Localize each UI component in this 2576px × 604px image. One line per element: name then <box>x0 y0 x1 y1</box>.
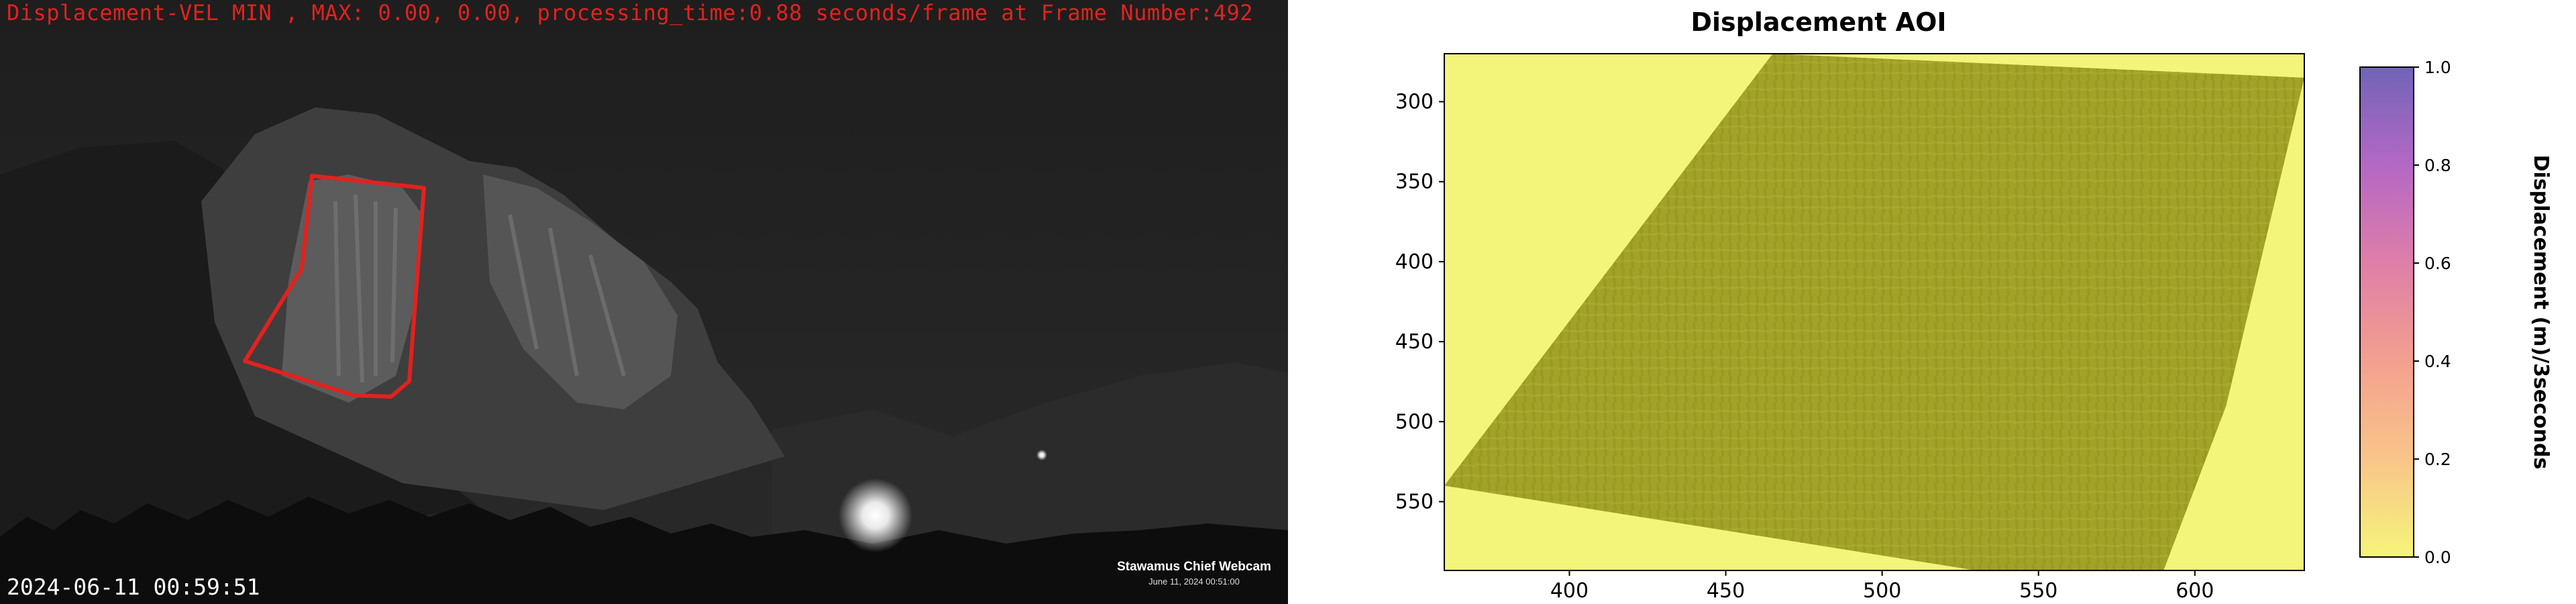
x-axis: 400 450 500 550 600 <box>1550 570 2214 603</box>
x-tick-label: 400 <box>1550 579 1589 603</box>
displacement-chart: Displacement AOI 400 450 500 550 600 300 350 4… <box>1288 0 2576 604</box>
webcam-frame: Displacement-VEL MIN , MAX: 0.00, 0.00, … <box>0 0 1288 604</box>
cliff-face-west <box>282 174 423 403</box>
colorbar-tick-label: 0.6 <box>2424 254 2451 273</box>
y-tick-label: 350 <box>1395 170 1434 194</box>
plot-area <box>1444 53 2305 571</box>
x-tick-label: 600 <box>2176 579 2214 603</box>
webcam-watermark: Stawamus Chief Webcam June 11, 2024 00:5… <box>1107 560 1281 587</box>
colorbar: 0.0 0.2 0.4 0.6 0.8 1.0 Displacement (m)/3sec… <box>2359 58 2553 567</box>
y-tick-label: 550 <box>1395 490 1434 513</box>
timestamp: 2024-06-11 00:59:51 <box>7 574 260 600</box>
roi-polygon <box>243 174 426 399</box>
processing-overlay-text: Displacement-VEL MIN , MAX: 0.00, 0.00, … <box>7 0 1253 26</box>
plot-frame <box>1444 53 2305 571</box>
x-tick-label: 550 <box>2019 579 2057 603</box>
colorbar-ticks: 0.0 0.2 0.4 0.6 0.8 1.0 <box>2414 58 2451 567</box>
cliff-face-east <box>483 174 678 409</box>
x-tick-label: 500 <box>1863 579 1901 603</box>
colorbar-tick-label: 1.0 <box>2424 58 2451 77</box>
y-tick-label: 450 <box>1395 330 1434 354</box>
colorbar-label: Displacement (m)/3seconds <box>2529 155 2553 470</box>
colorbar-tick-label: 0.0 <box>2424 548 2451 567</box>
x-tick-label: 450 <box>1707 579 1745 603</box>
bright-light <box>839 479 912 552</box>
colorbar-gradient <box>2359 66 2414 558</box>
cliff-streaks <box>333 194 626 383</box>
forest <box>0 497 1288 604</box>
webcam-name: Stawamus Chief Webcam <box>1117 560 1271 574</box>
y-tick-label: 300 <box>1395 91 1434 114</box>
chart-canvas: Displacement AOI 400 450 500 550 600 300 350 4… <box>1395 7 2553 603</box>
webcam-date: June 11, 2024 00:51:00 <box>1148 576 1240 587</box>
chart-title: Displacement AOI <box>1690 7 1946 37</box>
aoi-texture <box>1444 54 2304 570</box>
colorbar-tick-label: 0.8 <box>2424 156 2451 175</box>
colorbar-tick-label: 0.2 <box>2424 450 2451 469</box>
y-tick-label: 400 <box>1395 250 1434 274</box>
distant-light <box>1036 450 1047 460</box>
colorbar-tick-label: 0.4 <box>2424 352 2451 371</box>
webcam-image <box>0 0 1288 604</box>
y-tick-label: 500 <box>1395 410 1434 434</box>
y-axis: 300 350 400 450 500 550 <box>1395 91 1444 513</box>
